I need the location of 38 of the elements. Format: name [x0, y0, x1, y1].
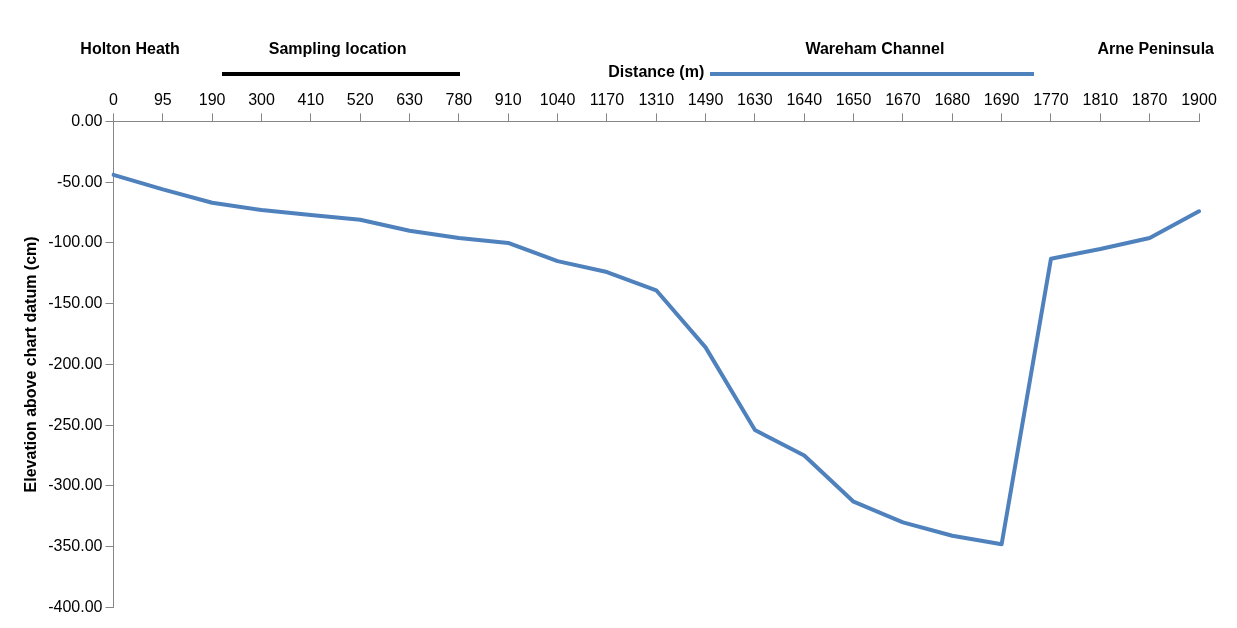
x-tick-label: 520	[346, 91, 374, 109]
text: Holton Heath	[80, 40, 180, 58]
x-tick-label: 630	[396, 91, 423, 109]
x-tick-label: 1490	[687, 91, 724, 109]
y-tick-label: -100.00	[48, 233, 103, 251]
x-tick-label: 780	[445, 91, 473, 109]
x-axis-title: Distance (m)	[608, 63, 705, 81]
x-tick-label: 910	[494, 91, 522, 109]
x-tick-label: 1170	[589, 91, 625, 109]
x-tick-label: 1630	[737, 91, 773, 109]
x-tick-label: 1650	[835, 91, 872, 109]
x-tick-label: 190	[198, 91, 226, 109]
y-tick-label: -150.00	[48, 294, 103, 312]
text: Wareham Channel	[805, 40, 945, 58]
y-tick-label: -300.00	[48, 476, 103, 494]
y-tick-label: -50.00	[57, 172, 103, 190]
x-tick-label: 1690	[983, 91, 1020, 109]
y-tick-label: 0.00	[71, 111, 103, 129]
x-tick-label: 1900	[1181, 91, 1217, 109]
y-tick-label: -200.00	[48, 354, 103, 372]
text: Arne Peninsula	[1097, 40, 1215, 58]
x-tick-label: 1870	[1131, 91, 1168, 109]
x-tick-label: 1680	[934, 91, 971, 109]
x-tick-label: 300	[248, 91, 275, 109]
y-axis-title: Elevation above chart datum (cm)	[22, 236, 40, 493]
x-tick-label: 1770	[1033, 91, 1069, 109]
y-tick-label: -350.00	[48, 537, 103, 555]
x-tick-label: 1810	[1082, 91, 1119, 109]
y-tick-label: -250.00	[48, 415, 103, 433]
x-tick-label: 95	[153, 91, 172, 109]
x-tick-label: 1670	[885, 91, 921, 109]
x-tick-label: 1310	[638, 91, 675, 109]
x-tick-label: 1640	[786, 91, 823, 109]
text: Sampling location	[268, 40, 407, 58]
x-tick-label: 0	[109, 91, 119, 109]
x-tick-label: 1040	[539, 91, 576, 109]
y-tick-label: -400.00	[48, 597, 103, 615]
x-tick-label: 410	[297, 91, 325, 109]
